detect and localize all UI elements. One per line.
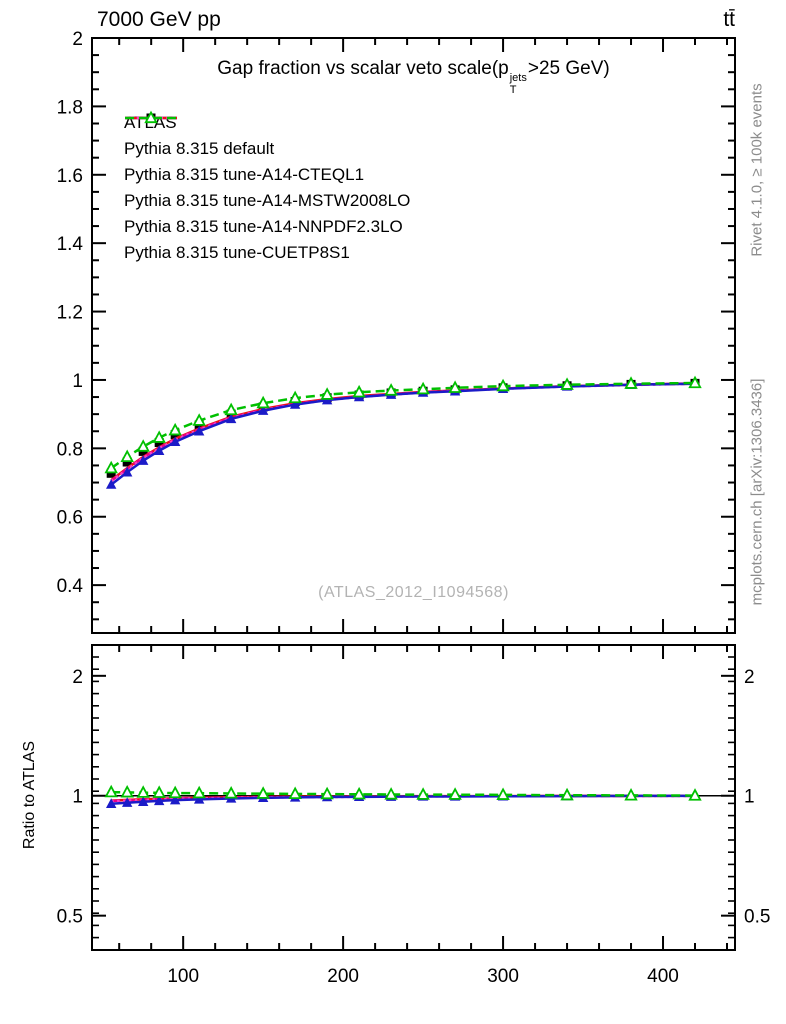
legend-label-4: Pythia 8.315 tune-A14-NNPDF2.3LO — [124, 217, 403, 236]
legend-item-5: Pythia 8.315 tune-CUETP8S1 — [124, 110, 410, 266]
plot-title-subsup: jets T — [509, 72, 527, 96]
legend-marker-5 — [125, 110, 177, 124]
y-tick-label-ratio-right: 1 — [744, 787, 755, 808]
x-tick-label: 300 — [487, 966, 519, 987]
plot-title-sub: T — [509, 83, 517, 96]
x-tick-label: 100 — [167, 966, 199, 987]
legend-item-2: Pythia 8.315 tune-A14-CTEQL1 — [124, 116, 410, 188]
legend-label-1: Pythia 8.315 default — [124, 139, 275, 158]
y-tick-label-ratio-left: 1 — [72, 787, 83, 808]
process-label: tt̄ — [723, 8, 735, 31]
plot-title: Gap fraction vs scalar veto scale(p jets T… — [92, 58, 735, 96]
plot-title-sup: jets — [509, 72, 527, 84]
y-tick-label-main: 1 — [72, 371, 83, 392]
plot-title-prefix: Gap fraction vs scalar veto scale(p — [217, 58, 509, 79]
y-tick-label-ratio-left: 2 — [72, 667, 83, 688]
beam-energy-label: 7000 GeV pp — [97, 8, 221, 31]
rivet-credit: Rivet 4.1.0, ≥ 100k events — [748, 83, 766, 257]
legend-item-4: Pythia 8.315 tune-A14-NNPDF2.3LO — [124, 116, 410, 240]
legend-label-3: Pythia 8.315 tune-A14-MSTW2008LO — [124, 191, 411, 210]
x-tick-label: 400 — [647, 966, 679, 987]
ratio-panel-series — [104, 784, 702, 808]
y-tick-label-main: 0.4 — [57, 576, 84, 597]
legend-label-2: Pythia 8.315 tune-A14-CTEQL1 — [124, 165, 365, 184]
y-tick-label-ratio-left: 0.5 — [57, 907, 83, 928]
y-tick-label-main: 0.8 — [57, 439, 83, 460]
plot-title-suffix: >25 GeV) — [527, 58, 610, 79]
x-tick-label: 200 — [327, 966, 359, 987]
y-tick-label-main: 1.4 — [57, 234, 84, 255]
y-tick-label-main: 2 — [72, 29, 83, 50]
y-tick-label-main: 1.6 — [57, 166, 83, 187]
legend-item-1: Pythia 8.315 default — [124, 112, 410, 162]
legend-label-5: Pythia 8.315 tune-CUETP8S1 — [124, 243, 350, 262]
analysis-watermark: (ATLAS_2012_I1094568) — [318, 584, 509, 601]
y-tick-label-ratio-right: 2 — [744, 667, 755, 688]
legend-item-3: Pythia 8.315 tune-A14-MSTW2008LO — [124, 116, 411, 214]
y-tick-label-main: 1.8 — [57, 97, 83, 118]
y-tick-label-ratio-right: 0.5 — [744, 907, 770, 928]
main-panel-series — [104, 375, 702, 489]
y-tick-label-main: 1.2 — [57, 303, 83, 324]
mcplots-credit: mcplots.cern.ch [arXiv:1306.3436] — [748, 378, 766, 606]
y-tick-label-main: 0.6 — [57, 508, 83, 529]
ratio-axis-title: Ratio to ATLAS — [21, 740, 38, 850]
